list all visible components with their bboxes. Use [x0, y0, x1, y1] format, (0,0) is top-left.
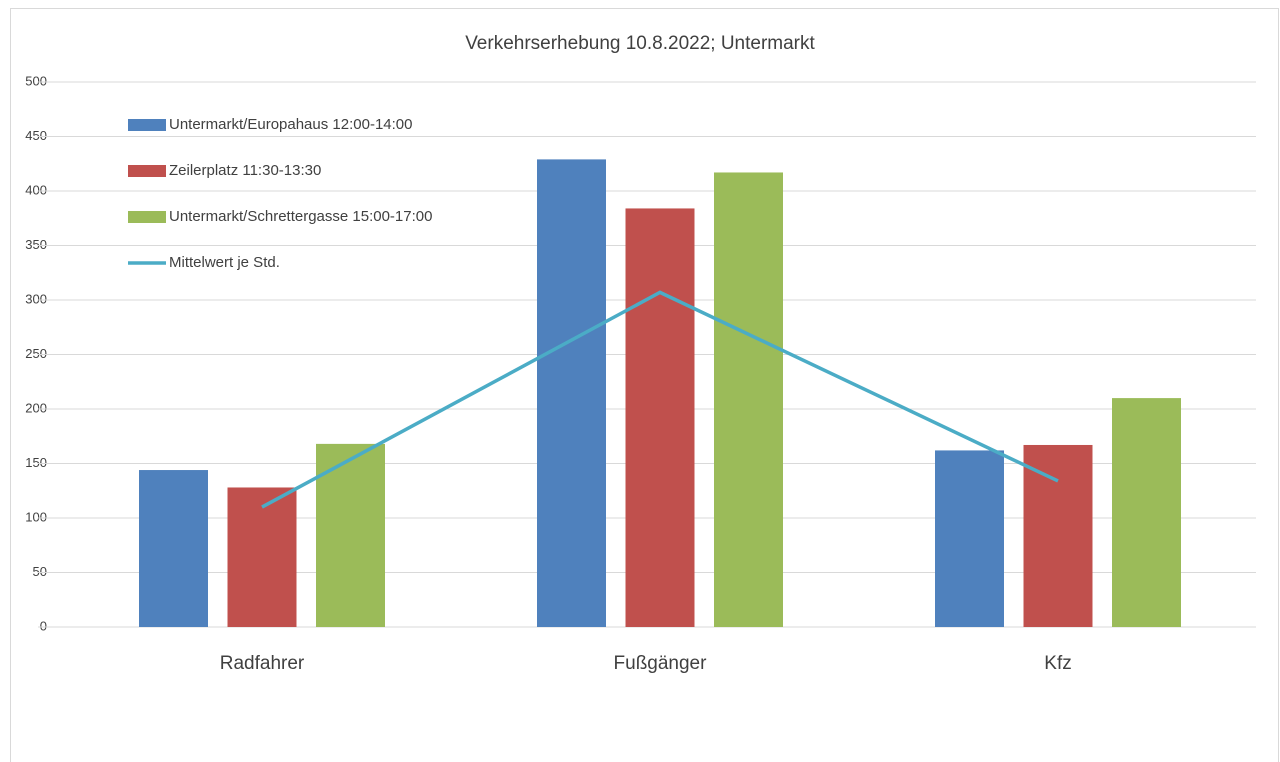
- bar: [935, 450, 1004, 627]
- legend-label: Mittelwert je Std.: [169, 254, 280, 271]
- y-tick-label: 250: [25, 346, 47, 361]
- y-tick-label: 50: [33, 564, 47, 579]
- x-tick-label: Kfz: [1044, 653, 1071, 674]
- bar: [714, 172, 783, 627]
- chart-title: Verkehrserhebung 10.8.2022; Untermarkt: [465, 33, 815, 54]
- line: [261, 290, 1059, 509]
- bar: [625, 208, 695, 627]
- legend-swatch: [128, 119, 166, 131]
- x-tick-label: Radfahrer: [220, 653, 305, 674]
- y-tick-label: 350: [25, 237, 47, 252]
- y-tick-label: 0: [40, 618, 47, 633]
- legend-swatch: [128, 211, 166, 223]
- y-tick-label: 200: [25, 400, 47, 415]
- legend-swatch: [128, 165, 166, 177]
- y-tick-label: 150: [25, 455, 47, 470]
- y-tick-label: 400: [25, 182, 47, 197]
- y-tick-label: 500: [25, 73, 47, 88]
- y-tick-label: 100: [25, 509, 47, 524]
- bar: [537, 159, 606, 627]
- bar: [1023, 444, 1093, 627]
- x-tick-label: Fußgänger: [614, 653, 708, 674]
- bar: [139, 470, 208, 627]
- legend-label: Zeilerplatz 11:30-13:30: [169, 162, 321, 179]
- legend-label: Untermarkt/Europahaus 12:00-14:00: [169, 116, 412, 133]
- bar: [316, 443, 385, 627]
- y-tick-label: 300: [25, 291, 47, 306]
- legend-label: Untermarkt/Schrettergasse 15:00-17:00: [169, 208, 432, 225]
- bar: [1112, 398, 1181, 627]
- y-tick-label: 450: [25, 128, 47, 143]
- bar: [227, 487, 297, 627]
